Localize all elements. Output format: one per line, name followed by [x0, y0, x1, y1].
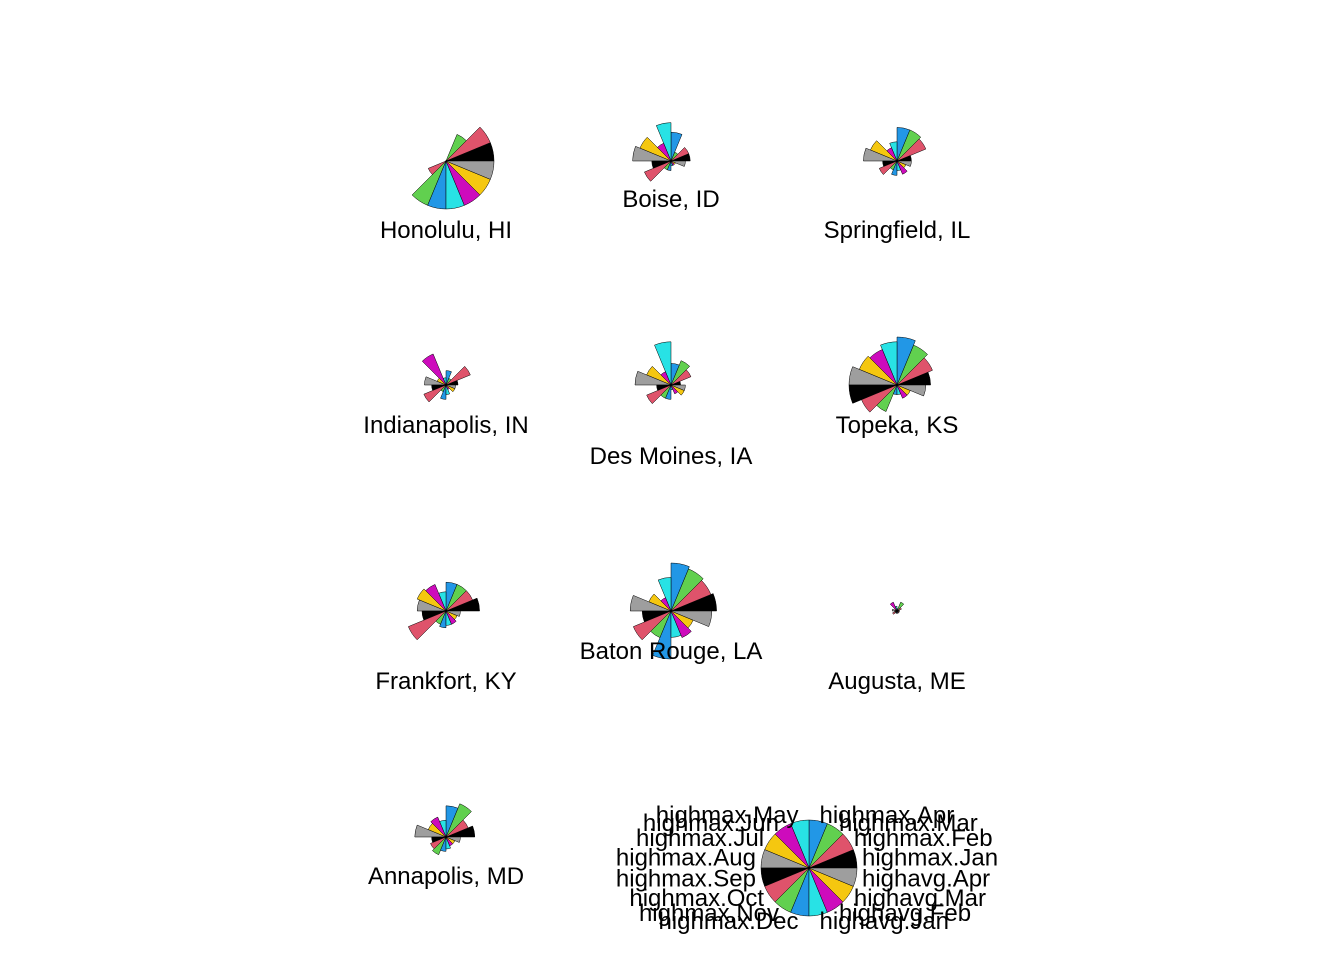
- star-segment: [440, 384, 447, 400]
- star-segment: [665, 384, 672, 400]
- star-glyph: [632, 122, 691, 182]
- star-segment: [445, 160, 495, 180]
- city-label: Des Moines, IA: [590, 443, 753, 470]
- city-label: Augusta, ME: [828, 668, 965, 695]
- legend-label: highmax.Oct: [629, 885, 764, 912]
- star-segment: [414, 824, 447, 838]
- star-glyph: [634, 341, 692, 405]
- legend-label: highmax.Nov: [639, 900, 779, 927]
- star-segment: [632, 145, 672, 162]
- city-label: Honolulu, HI: [380, 217, 512, 244]
- star-segment: [670, 562, 690, 612]
- star-segment: [876, 384, 898, 412]
- star-glyph: [421, 353, 471, 403]
- star-segment: [670, 610, 713, 627]
- star-segment: [652, 610, 672, 660]
- star-segment: [896, 160, 908, 175]
- star-segment: [416, 599, 447, 612]
- legend-label: highmax.Jul: [636, 825, 764, 852]
- star-segment: [407, 610, 447, 641]
- star-segment: [430, 816, 447, 838]
- star-segment: [445, 384, 456, 389]
- legend-label: highmax.Dec: [658, 908, 798, 935]
- star-segment: [629, 595, 672, 612]
- star-segment: [644, 160, 672, 182]
- city-label: Boise, ID: [622, 186, 719, 213]
- star-segment: [440, 836, 447, 852]
- legend-label: highmax.Mar: [839, 810, 978, 837]
- star-glyph: [848, 336, 933, 413]
- star-segment: [670, 593, 717, 612]
- star-glyph: [414, 803, 476, 856]
- star-segment: [632, 610, 672, 641]
- star-segment: [445, 836, 461, 843]
- legend-label: highmax.Sep: [616, 866, 756, 893]
- legend-label: highmax.Jan: [862, 845, 998, 872]
- star-glyph: [407, 581, 480, 641]
- star-segment: [416, 588, 447, 612]
- legend-label: highmax.Jun: [643, 810, 779, 837]
- city-label: Frankfort, KY: [375, 668, 516, 695]
- city-label: Springfield, IL: [824, 217, 971, 244]
- star-segment: [445, 805, 459, 838]
- star-segment: [889, 601, 898, 612]
- star-segment: [445, 126, 491, 162]
- star-segment: [654, 341, 672, 386]
- star-segment: [439, 610, 447, 629]
- star-segment: [891, 608, 898, 612]
- legend-label: highavg.Jan: [820, 908, 949, 935]
- legend-label: highmax.Aug: [616, 845, 756, 872]
- star-segment: [670, 360, 691, 386]
- star-segment: [445, 365, 471, 386]
- star-segment: [670, 384, 686, 391]
- star-glyph: [629, 562, 717, 660]
- city-label: Annapolis, MD: [368, 863, 524, 890]
- legend-label: highmax.Apr: [820, 802, 955, 829]
- star-segment: [445, 803, 472, 838]
- star-segment: [863, 147, 898, 162]
- star-segment: [445, 370, 452, 386]
- star-glyph: [411, 126, 495, 210]
- star-segment: [445, 581, 458, 612]
- legend-key: [760, 819, 858, 917]
- star-segment: [848, 384, 898, 404]
- star-segment: [634, 370, 672, 386]
- star-segment: [896, 127, 911, 162]
- city-label: Indianapolis, IN: [363, 412, 528, 439]
- legend-label: highmax.May: [656, 802, 799, 829]
- star-glyph: [863, 127, 927, 176]
- city-label: Baton Rouge, LA: [580, 638, 763, 665]
- star-segment: [670, 147, 690, 162]
- star-segment: [891, 160, 898, 176]
- star-segment: [424, 376, 447, 386]
- legend-label: highmax.Feb: [854, 825, 993, 852]
- star-segment: [432, 836, 447, 856]
- star-segment: [670, 160, 686, 167]
- star-segment: [667, 160, 672, 171]
- star-segment: [896, 160, 912, 167]
- star-segment: [445, 610, 461, 617]
- star-segment: [878, 160, 898, 175]
- star-segment: [445, 610, 457, 625]
- star-segment: [896, 336, 916, 386]
- star-segment: [646, 384, 672, 405]
- city-label: Topeka, KS: [836, 412, 959, 439]
- star-segment: [421, 353, 447, 386]
- star-segment: [655, 122, 672, 162]
- legend-segment: [808, 867, 858, 887]
- star-segment: [896, 384, 927, 397]
- star-segment: [896, 601, 905, 612]
- legend-label: highavg.Mar: [854, 885, 986, 912]
- star-segment: [880, 341, 898, 386]
- star-segment: [445, 134, 467, 162]
- legend-label: highavg.Apr: [862, 866, 990, 893]
- star-segment: [896, 610, 900, 613]
- star-segment: [861, 384, 898, 413]
- star-glyph: [889, 601, 905, 615]
- star-segment: [423, 384, 447, 403]
- legend-label: highavg.Feb: [839, 900, 971, 927]
- star-segment: [670, 610, 692, 638]
